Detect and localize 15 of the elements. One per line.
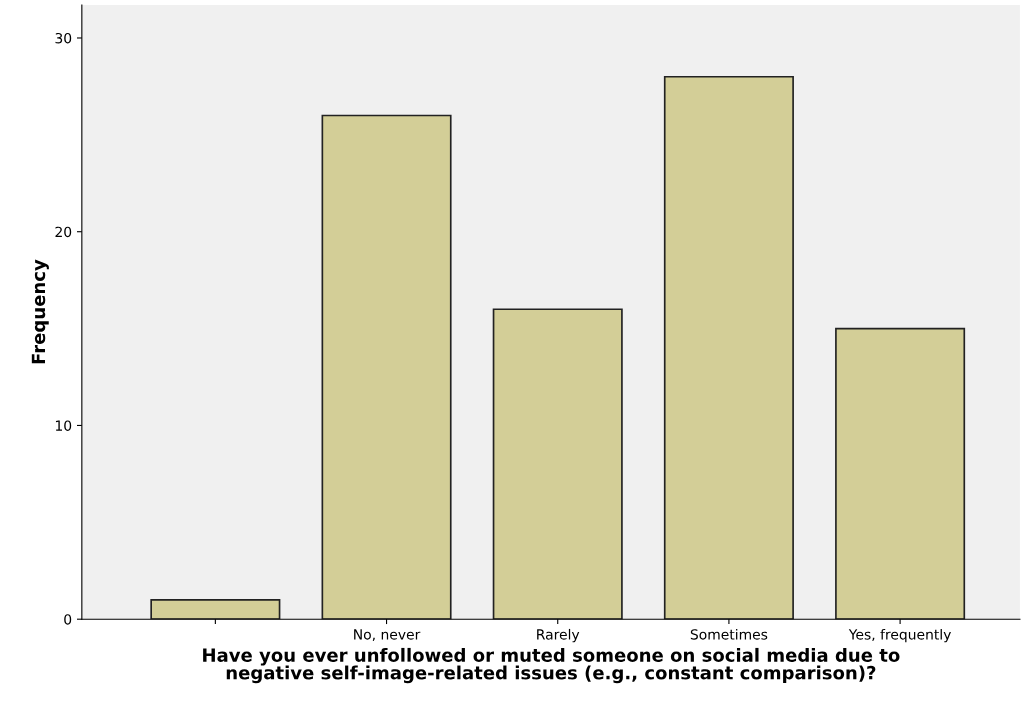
y-tick-label: 10 (55, 420, 72, 431)
bar (835, 327, 966, 620)
x-axis-title: Have you ever unfollowed or muted someone on social media due to negative self-image-related issues (e.g., constant comparison)? (203, 647, 900, 684)
bar (663, 75, 794, 620)
bar (150, 598, 281, 620)
bar (492, 308, 623, 620)
x-tick-label: No, never (354, 629, 421, 642)
y-tick-label: 20 (55, 226, 72, 238)
x-tick-label: Rarely (537, 628, 580, 643)
x-tick-label: Yes, frequently (848, 628, 951, 643)
y-axis-title: Frequency (31, 259, 49, 364)
y-tick-label: 0 (64, 614, 72, 625)
bar (321, 114, 452, 620)
x-tick-label: Sometimes (690, 628, 768, 640)
y-tick-label: 30 (55, 32, 72, 44)
